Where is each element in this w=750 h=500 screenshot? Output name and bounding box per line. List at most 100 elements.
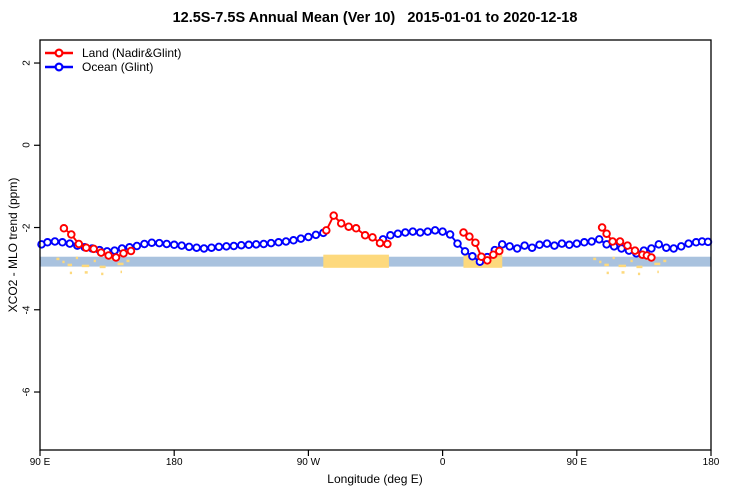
ocean-series-marker: [445, 230, 455, 239]
land-series-marker: [597, 223, 607, 232]
chart-title: 12.5S-7.5S Annual Mean (Ver 10) 2015-01-…: [172, 10, 578, 26]
ocean-series-marker: [669, 244, 678, 253]
ocean-series-marker: [289, 236, 298, 245]
y-tick-label: -4: [21, 305, 33, 315]
ocean-series-marker: [527, 243, 537, 252]
ocean-series-marker: [460, 247, 470, 256]
island-speckle: [636, 265, 643, 269]
island-speckle: [110, 257, 113, 261]
land-series-marker: [483, 256, 492, 265]
ocean-series-marker: [438, 227, 447, 236]
island-speckle: [663, 259, 667, 263]
ocean-series-marker: [594, 235, 604, 244]
ocean-series-marker: [184, 242, 194, 252]
island-speckle: [630, 259, 633, 263]
island-speckle: [120, 270, 123, 274]
ocean-series-marker: [580, 238, 589, 247]
ocean-series-marker: [110, 246, 119, 255]
x-tick-label: 0: [439, 457, 446, 468]
ocean-series-marker: [281, 237, 291, 246]
ocean-series-marker: [468, 252, 477, 261]
ocean-series-marker: [565, 240, 574, 250]
land-series-marker: [329, 211, 338, 220]
land-series-marker: [375, 238, 385, 248]
island-speckle: [654, 262, 661, 266]
land-series-marker: [322, 226, 331, 235]
ocean-series-marker: [177, 241, 186, 250]
y-tick-label: 0: [21, 142, 33, 149]
land-series-marker: [351, 224, 361, 233]
ocean-series-marker: [147, 238, 157, 247]
ocean-series-marker: [304, 232, 313, 242]
land-series-marker-icon: [45, 48, 73, 58]
island-speckle: [84, 271, 88, 274]
land-series-marker: [96, 248, 106, 257]
ocean-series-marker: [132, 241, 142, 251]
ocean-series-marker: [244, 240, 254, 250]
ocean-series-marker: [662, 243, 671, 252]
ocean-series-marker: [169, 240, 179, 250]
land-series-marker: [344, 222, 353, 231]
land-series-marker: [602, 229, 611, 238]
land-series-marker: [89, 244, 98, 254]
y-tick-label: -2: [21, 223, 33, 232]
x-tick-label: 180: [165, 457, 183, 468]
island-speckle: [126, 259, 130, 263]
legend-label-land: Land (Nadir&Glint): [82, 46, 182, 60]
ocean-series-marker: [408, 227, 418, 236]
land-series-marker: [495, 246, 504, 256]
land-series-marker: [615, 237, 625, 246]
ocean-series-marker: [58, 238, 67, 247]
land-series-marker: [383, 239, 392, 249]
ocean-series-marker: [423, 227, 432, 236]
island-speckle: [612, 256, 615, 260]
land-series-marker: [111, 253, 121, 262]
ocean-series-marker: [311, 230, 321, 240]
legend: Land (Nadir&Glint) Ocean (Glint): [44, 46, 181, 74]
island-speckle: [99, 265, 106, 269]
ocean-series-marker: [296, 234, 306, 243]
land-series-marker: [119, 249, 128, 258]
legend-item-land: Land (Nadir&Glint): [44, 46, 181, 60]
land-series-marker: [489, 250, 498, 259]
plot-frame: [39, 39, 712, 451]
ocean-series-marker: [703, 237, 713, 247]
ocean-series-marker: [654, 240, 664, 249]
ocean-series-marker: [199, 244, 209, 253]
land-series-marker: [104, 251, 113, 260]
ocean-series-marker: [222, 242, 231, 251]
ocean-series-marker: [453, 239, 462, 248]
ocean-series-marker: [251, 240, 261, 249]
ocean-series-marker: [207, 243, 216, 252]
ocean-series-marker: [505, 242, 514, 251]
y-tick-label: 2: [21, 60, 33, 66]
ocean-series-marker: [535, 240, 544, 250]
island-speckle: [606, 271, 609, 275]
island-speckle: [56, 257, 60, 261]
ocean-series-marker: [550, 241, 559, 250]
island-speckle: [593, 257, 597, 261]
ocean-series-marker: [237, 240, 246, 250]
ocean-series-marker: [192, 243, 201, 252]
land-series-marker: [368, 233, 377, 242]
ocean-series-marker: [43, 238, 52, 247]
ocean-series-marker: [430, 226, 440, 235]
ocean-series-marker: [140, 239, 149, 249]
island-speckle: [621, 271, 625, 274]
y-axis-title: XCO2 - MLO trend (ppm): [6, 177, 20, 313]
ocean-series-marker: [50, 237, 60, 246]
land-series-marker: [67, 230, 76, 239]
island-speckle: [93, 259, 96, 263]
ocean-series-marker: [512, 244, 522, 253]
island-speckle: [599, 260, 602, 264]
land-series-marker: [647, 253, 656, 262]
island-speckle: [101, 272, 104, 276]
ocean-series-marker: [676, 242, 686, 251]
ocean-series-marker: [65, 239, 75, 248]
island-speckle: [67, 263, 73, 267]
ocean-series-marker: [401, 228, 410, 237]
ocean-series-marker: [572, 239, 582, 248]
island-speckle: [117, 262, 124, 266]
ocean-series-marker: [415, 228, 425, 237]
land-series-marker: [630, 246, 640, 255]
